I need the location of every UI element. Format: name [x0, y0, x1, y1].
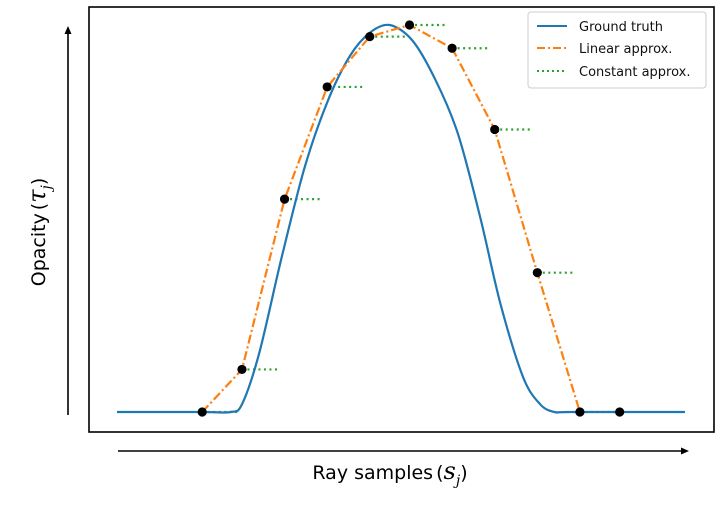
legend-box	[527, 11, 707, 89]
legend-label-constant: Constant approx.	[579, 65, 690, 80]
sample-point	[447, 43, 457, 53]
y-axis-subscript: j	[39, 184, 55, 192]
sample-point	[197, 407, 207, 417]
sample-point	[237, 364, 247, 375]
y-axis-label: Opacity(τj)	[23, 178, 55, 287]
legend: Ground truth Linear approx. Constant app…	[527, 11, 707, 89]
y-axis-symbol: τ	[23, 189, 51, 203]
x-axis-label: Ray samples (sj)	[312, 457, 467, 489]
series-linear-approx	[201, 23, 581, 413]
svg-text:Opacity(τj): Opacity(τj)	[23, 178, 55, 287]
sample-point	[322, 82, 332, 92]
sample-point	[365, 32, 375, 42]
legend-label-linear: Linear approx.	[579, 42, 672, 57]
y-axis-arrow	[64, 26, 72, 415]
x-axis-label-text: Ray samples	[312, 462, 433, 484]
svg-text:Ray samples(sj): Ray samples (sj)	[312, 457, 467, 489]
legend-label-ground-truth: Ground truth	[579, 20, 663, 35]
series-ground-truth	[117, 23, 685, 414]
sample-points	[197, 20, 625, 417]
x-axis-arrow	[118, 447, 689, 455]
sample-point	[615, 407, 625, 417]
sample-point	[575, 407, 585, 417]
sample-point	[490, 124, 500, 135]
sample-point	[532, 268, 542, 278]
sample-point	[404, 20, 415, 30]
x-axis-subscript: j	[453, 473, 461, 489]
y-axis-label-text: Opacity	[28, 213, 50, 286]
sample-point	[279, 194, 290, 204]
x-axis-symbol: s	[444, 457, 456, 485]
series-layer	[117, 23, 685, 414]
